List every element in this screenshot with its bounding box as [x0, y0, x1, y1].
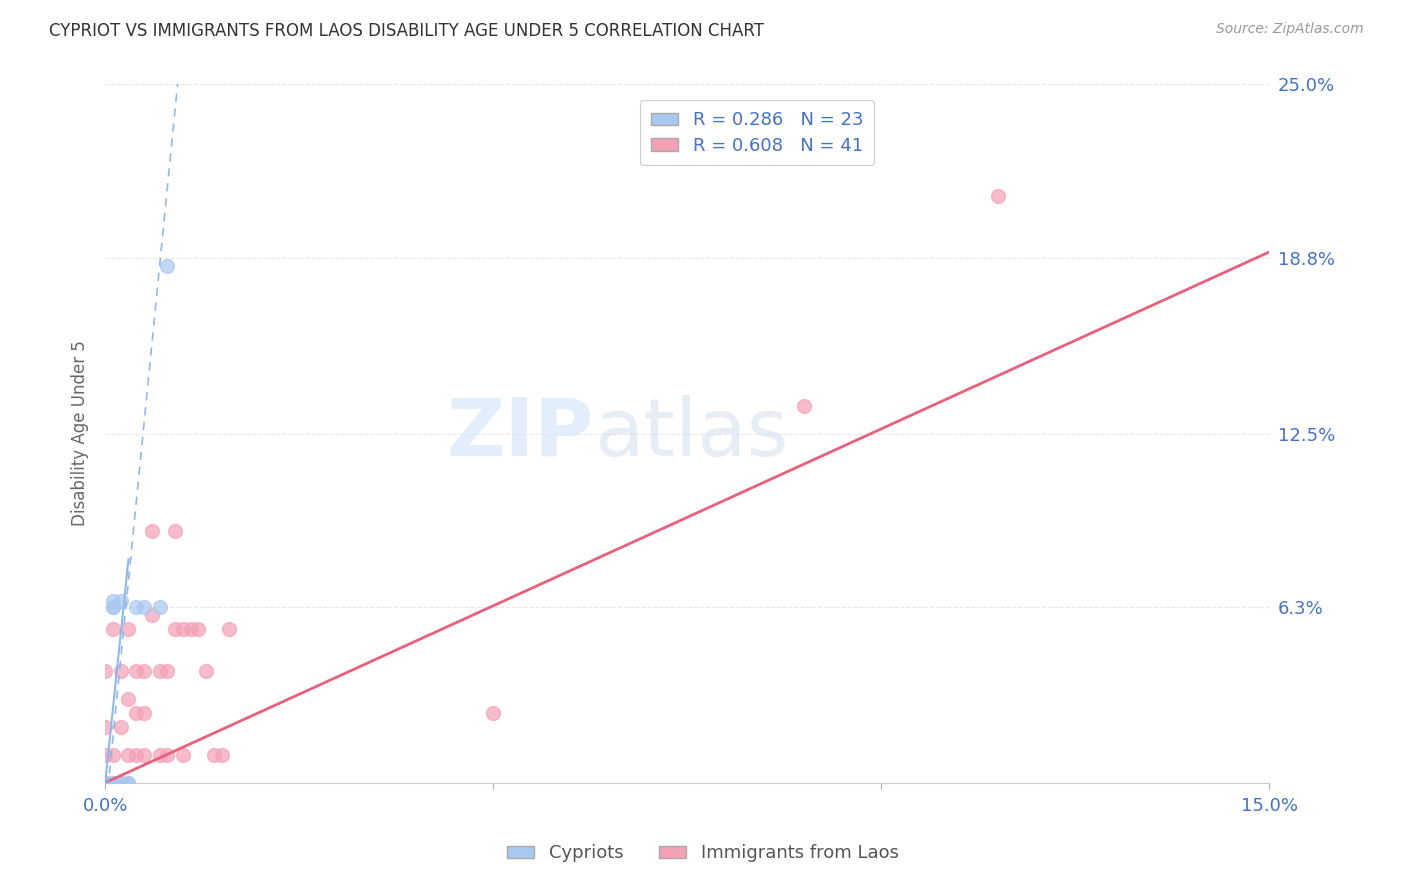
Point [180, 622, 202, 636]
Point [141, 524, 163, 539]
Point [94, 775, 117, 789]
Point [94, 664, 117, 678]
Point [101, 599, 124, 614]
Point [195, 664, 218, 678]
Point [793, 399, 815, 413]
Point [110, 720, 132, 734]
Point [156, 747, 179, 762]
Point [148, 747, 170, 762]
Point [202, 747, 225, 762]
Point [94, 775, 117, 789]
Y-axis label: Disability Age Under 5: Disability Age Under 5 [72, 341, 89, 526]
Point [110, 775, 132, 789]
Point [94, 720, 117, 734]
Point [94, 775, 117, 789]
Point [218, 622, 240, 636]
Point [132, 747, 155, 762]
Point [101, 594, 124, 608]
Point [110, 594, 132, 608]
Point [987, 189, 1010, 203]
Point [132, 706, 155, 720]
Point [148, 664, 170, 678]
Point [101, 622, 124, 636]
Legend: Cypriots, Immigrants from Laos: Cypriots, Immigrants from Laos [501, 838, 905, 870]
Point [187, 622, 209, 636]
Point [101, 775, 124, 789]
Point [148, 599, 170, 614]
Point [94, 775, 117, 789]
Point [172, 622, 194, 636]
Point [94, 775, 117, 789]
Text: atlas: atlas [595, 394, 789, 473]
Point [117, 622, 139, 636]
Point [110, 775, 132, 789]
Point [211, 747, 233, 762]
Point [125, 664, 148, 678]
Point [94, 775, 117, 789]
Point [125, 706, 148, 720]
Point [125, 599, 148, 614]
Point [94, 775, 117, 789]
Point [117, 747, 139, 762]
Point [117, 692, 139, 706]
Point [94, 747, 117, 762]
Point [132, 664, 155, 678]
Point [117, 775, 139, 789]
Point [110, 664, 132, 678]
Point [156, 664, 179, 678]
Point [172, 747, 194, 762]
Text: ZIP: ZIP [447, 394, 595, 473]
Point [94, 775, 117, 789]
Text: CYPRIOT VS IMMIGRANTS FROM LAOS DISABILITY AGE UNDER 5 CORRELATION CHART: CYPRIOT VS IMMIGRANTS FROM LAOS DISABILI… [49, 22, 765, 40]
Point [101, 747, 124, 762]
Point [117, 775, 139, 789]
Point [165, 524, 187, 539]
Point [141, 608, 163, 623]
Point [101, 599, 124, 614]
Point [101, 775, 124, 789]
Point [156, 259, 179, 273]
Text: Source: ZipAtlas.com: Source: ZipAtlas.com [1216, 22, 1364, 37]
Point [482, 706, 505, 720]
Point [94, 775, 117, 789]
Point [125, 747, 148, 762]
Point [132, 599, 155, 614]
Point [165, 622, 187, 636]
Legend: R = 0.286   N = 23, R = 0.608   N = 41: R = 0.286 N = 23, R = 0.608 N = 41 [640, 101, 875, 165]
